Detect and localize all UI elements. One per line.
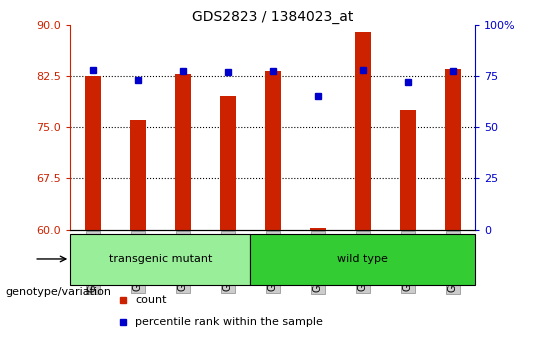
Text: genotype/variation: genotype/variation xyxy=(5,287,111,297)
Bar xyxy=(265,71,281,230)
Bar xyxy=(400,110,416,230)
Bar xyxy=(250,234,475,285)
Bar xyxy=(130,120,146,230)
Text: count: count xyxy=(135,295,166,305)
Title: GDS2823 / 1384023_at: GDS2823 / 1384023_at xyxy=(192,10,353,24)
Bar xyxy=(70,234,250,285)
Text: transgenic mutant: transgenic mutant xyxy=(109,254,212,264)
Bar xyxy=(85,76,100,230)
Text: wild type: wild type xyxy=(338,254,388,264)
Bar xyxy=(175,74,191,230)
Bar xyxy=(310,228,326,230)
Bar xyxy=(445,69,461,230)
Text: percentile rank within the sample: percentile rank within the sample xyxy=(135,317,323,327)
Bar xyxy=(220,97,235,230)
Bar xyxy=(355,32,370,230)
